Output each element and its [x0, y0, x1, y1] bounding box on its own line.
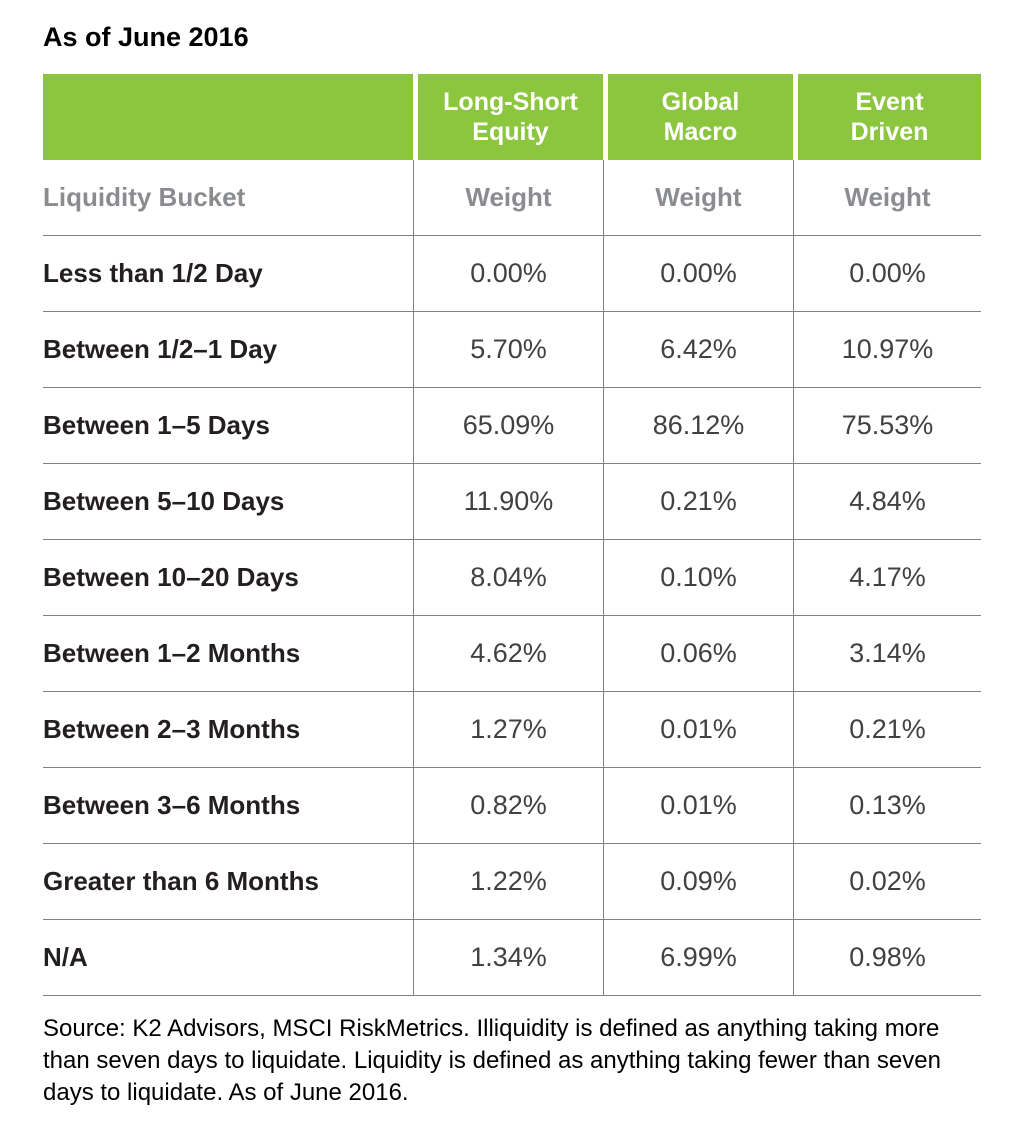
bucket-label: Between 10–20 Days	[43, 562, 299, 592]
table-subheader-row: Liquidity Bucket Weight Weight Weight	[43, 160, 981, 236]
liquidity-bucket-header: Liquidity Bucket	[43, 182, 246, 212]
weight-value: 0.00%	[603, 236, 793, 311]
weight-header: Weight	[793, 160, 981, 235]
bucket-label: Less than 1/2 Day	[43, 258, 263, 288]
table-row: Greater than 6 Months 1.22% 0.09% 0.02%	[43, 844, 981, 920]
weight-value: 75.53%	[793, 388, 981, 463]
header-cell-event-driven: Event Driven	[793, 74, 981, 160]
header-line-1: Global	[661, 88, 740, 116]
table-row: Between 10–20 Days 8.04% 0.10% 4.17%	[43, 540, 981, 616]
liquidity-table: Long-Short Equity Global Macro Event Dri…	[43, 74, 981, 996]
table-row: Between 1/2–1 Day 5.70% 6.42% 10.97%	[43, 312, 981, 388]
weight-value: 0.00%	[413, 236, 603, 311]
page-title: As of June 2016	[43, 22, 249, 52]
weight-value: 0.01%	[603, 692, 793, 767]
weight-header: Weight	[603, 160, 793, 235]
table-row: Between 2–3 Months 1.27% 0.01% 0.21%	[43, 692, 981, 768]
weight-value: 0.02%	[793, 844, 981, 919]
bucket-label: Between 5–10 Days	[43, 486, 285, 516]
bucket-label: N/A	[43, 942, 88, 972]
table-header-row: Long-Short Equity Global Macro Event Dri…	[43, 74, 981, 160]
bucket-label: Between 1–5 Days	[43, 410, 270, 440]
weight-value: 0.00%	[793, 236, 981, 311]
source-note: Source: K2 Advisors, MSCI RiskMetrics. I…	[43, 1015, 941, 1106]
header-line-1: Event	[855, 88, 924, 116]
weight-value: 5.70%	[413, 312, 603, 387]
weight-value: 4.17%	[793, 540, 981, 615]
weight-value: 65.09%	[413, 388, 603, 463]
weight-value: 0.09%	[603, 844, 793, 919]
weight-value: 0.06%	[603, 616, 793, 691]
bucket-label: Greater than 6 Months	[43, 866, 319, 896]
bucket-label: Between 1/2–1 Day	[43, 334, 278, 364]
table-row: Less than 1/2 Day 0.00% 0.00% 0.00%	[43, 236, 981, 312]
weight-value: 1.34%	[413, 920, 603, 995]
weight-value: 0.01%	[603, 768, 793, 843]
weight-value: 0.10%	[603, 540, 793, 615]
weight-value: 10.97%	[793, 312, 981, 387]
weight-value: 0.21%	[793, 692, 981, 767]
weight-value: 6.42%	[603, 312, 793, 387]
bucket-label: Between 3–6 Months	[43, 790, 301, 820]
table-row: Between 1–2 Months 4.62% 0.06% 3.14%	[43, 616, 981, 692]
table-row: Between 5–10 Days 11.90% 0.21% 4.84%	[43, 464, 981, 540]
weight-value: 0.13%	[793, 768, 981, 843]
header-line-2: Macro	[663, 118, 738, 146]
header-cell-empty	[43, 74, 413, 160]
weight-value: 0.21%	[603, 464, 793, 539]
bucket-label: Between 1–2 Months	[43, 638, 301, 668]
weight-value: 86.12%	[603, 388, 793, 463]
header-line-1: Long-Short	[443, 88, 578, 116]
table-row: Between 1–5 Days 65.09% 86.12% 75.53%	[43, 388, 981, 464]
weight-value: 4.62%	[413, 616, 603, 691]
header-line-2: Equity	[472, 118, 549, 146]
weight-value: 3.14%	[793, 616, 981, 691]
weight-value: 1.22%	[413, 844, 603, 919]
weight-value: 11.90%	[413, 464, 603, 539]
header-cell-global-macro: Global Macro	[603, 74, 793, 160]
header-cell-long-short-equity: Long-Short Equity	[413, 74, 603, 160]
weight-header: Weight	[413, 160, 603, 235]
table-row: N/A 1.34% 6.99% 0.98%	[43, 920, 981, 996]
bucket-label: Between 2–3 Months	[43, 714, 301, 744]
header-line-2: Driven	[850, 118, 929, 146]
weight-value: 8.04%	[413, 540, 603, 615]
weight-value: 6.99%	[603, 920, 793, 995]
weight-value: 1.27%	[413, 692, 603, 767]
weight-value: 0.82%	[413, 768, 603, 843]
weight-value: 4.84%	[793, 464, 981, 539]
weight-value: 0.98%	[793, 920, 981, 995]
table-row: Between 3–6 Months 0.82% 0.01% 0.13%	[43, 768, 981, 844]
